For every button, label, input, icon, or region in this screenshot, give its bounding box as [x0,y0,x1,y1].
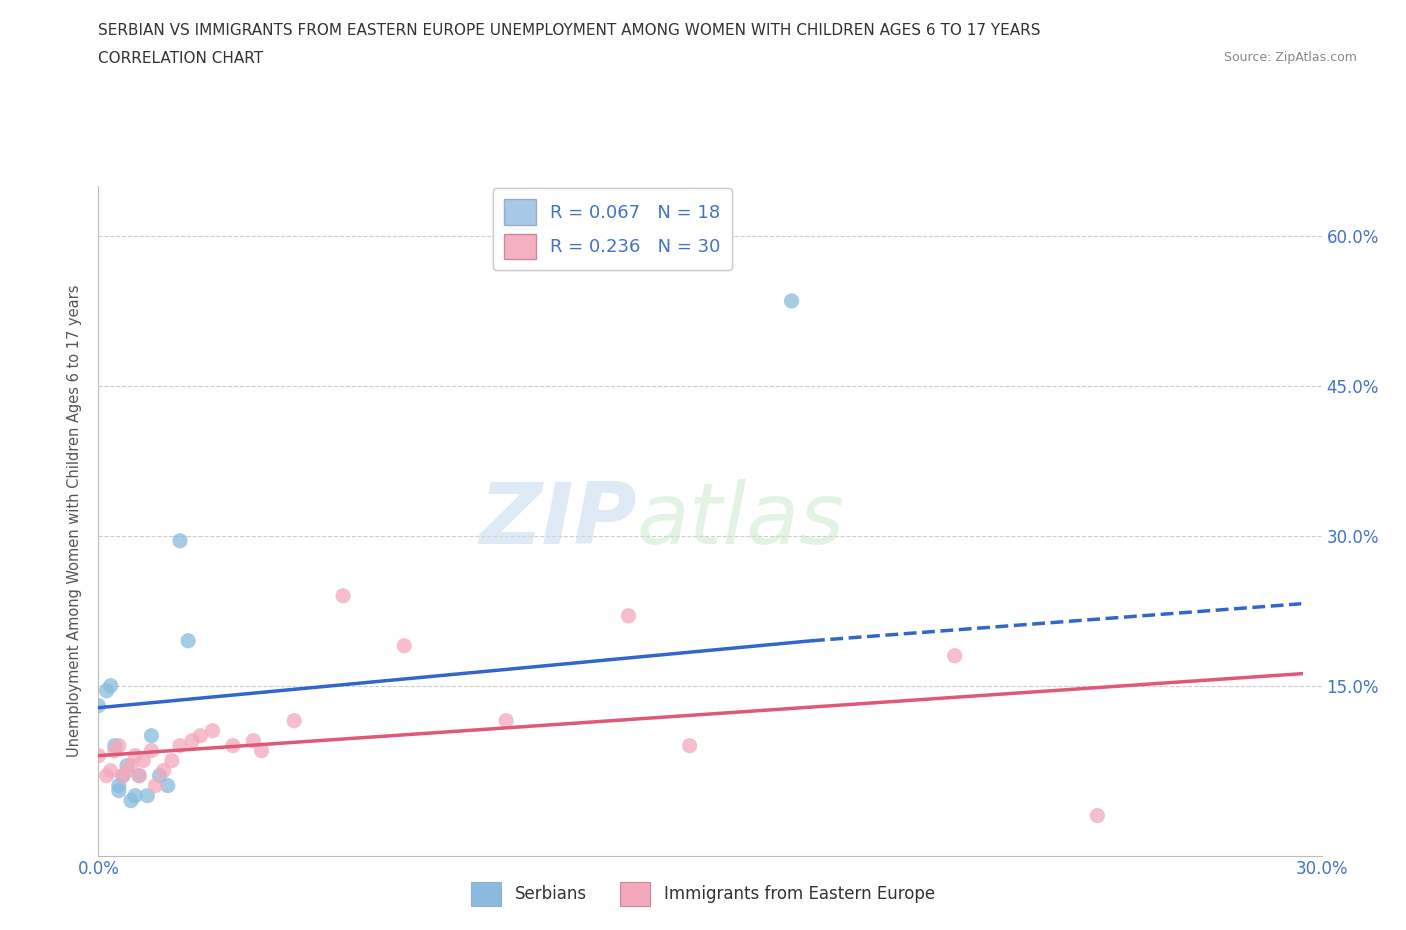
Point [108,738,131,753]
Legend: R = 0.067   N = 18, R = 0.236   N = 30: R = 0.067 N = 18, R = 0.236 N = 30 [492,189,731,270]
Point [145,778,167,793]
Point [96,684,118,698]
Point [136,789,159,804]
Y-axis label: Unemployment Among Women with Children Ages 6 to 17 years: Unemployment Among Women with Children A… [67,285,83,757]
Point [188,728,212,743]
Point [392,638,416,653]
Point [87,698,110,713]
Point [495,713,517,728]
Point [177,633,200,648]
Point [124,749,146,764]
Point [111,768,134,783]
Point [128,768,150,783]
Point [132,753,155,768]
Point [283,713,305,728]
Point [141,743,163,758]
Point [96,768,118,783]
Point [120,758,142,773]
Text: ZIP: ZIP [479,479,637,563]
Point [152,764,174,778]
Point [222,738,245,753]
Point [169,738,191,753]
Point [141,728,163,743]
Point [332,589,354,604]
Point [108,778,131,793]
Point [617,608,640,623]
Text: atlas: atlas [637,479,845,563]
Point [120,793,142,808]
Point [100,764,122,778]
Point [124,789,146,804]
Point [104,738,127,753]
Point [181,733,204,748]
Point [943,648,966,663]
Point [250,743,273,758]
Point [115,758,138,773]
Point [115,764,138,778]
Point [104,743,127,758]
Text: CORRELATION CHART: CORRELATION CHART [98,51,263,66]
Point [201,724,224,738]
Point [128,768,150,783]
Point [1085,808,1108,823]
Point [169,533,191,548]
Text: Source: ZipAtlas.com: Source: ZipAtlas.com [1223,51,1357,64]
Point [149,768,172,783]
Point [108,783,131,798]
Point [242,733,264,748]
Point [111,768,134,783]
Point [100,678,122,693]
Point [160,753,183,768]
Text: SERBIAN VS IMMIGRANTS FROM EASTERN EUROPE UNEMPLOYMENT AMONG WOMEN WITH CHILDREN: SERBIAN VS IMMIGRANTS FROM EASTERN EUROP… [98,23,1040,38]
Legend: Serbians, Immigrants from Eastern Europe: Serbians, Immigrants from Eastern Europe [465,875,941,912]
Point [156,778,179,793]
Point [679,738,702,753]
Point [87,749,110,764]
Point [780,294,803,309]
